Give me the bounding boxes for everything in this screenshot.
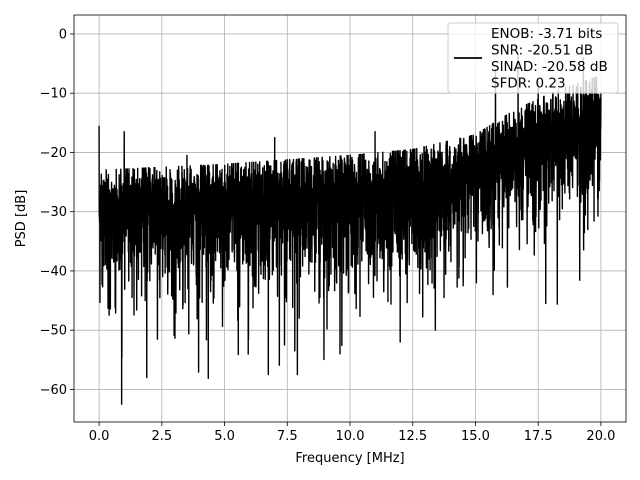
x-tick-label: 5.0 — [214, 429, 235, 444]
y-tick-label: −30 — [40, 205, 67, 220]
legend-line-2: SNR: -20.51 dB — [491, 43, 593, 59]
x-axis-label: Frequency [MHz] — [295, 451, 404, 466]
legend-line-3: SINAD: -20.58 dB — [491, 59, 608, 75]
psd-series-line — [98, 52, 602, 405]
y-tick-label: −10 — [40, 87, 67, 102]
x-tick-label: 0.0 — [89, 429, 110, 444]
legend-line-4: SFDR: 0.23 — [491, 76, 566, 92]
legend: ENOB: -3.71 bits SNR: -20.51 dB SINAD: -20… — [447, 22, 619, 94]
legend-line-1: ENOB: -3.71 bits — [491, 26, 602, 42]
x-tick-label: 2.5 — [151, 429, 172, 444]
plot-area — [98, 52, 602, 405]
y-tick-label: −40 — [40, 264, 67, 279]
x-tick-label: 15.0 — [461, 429, 490, 444]
legend-box — [447, 22, 619, 94]
y-axis-label: PSD [dB] — [14, 190, 29, 248]
y-tick-label: −20 — [40, 146, 67, 161]
x-tick-label: 12.5 — [398, 429, 427, 444]
y-tick-label: −50 — [40, 324, 67, 339]
x-tick-label: 20.0 — [586, 429, 615, 444]
x-tick-label: 7.5 — [277, 429, 298, 444]
ticks: 0.0 2.5 5.0 7.5 10.0 12.5 15.0 17.5 20.0 0 −10 −20 −… — [40, 27, 616, 444]
x-tick-label: 10.0 — [336, 429, 365, 444]
y-tick-label: −60 — [40, 383, 67, 398]
legend-label: ENOB: -3.71 bits SNR: -20.51 dB SINAD: -20… — [491, 26, 608, 92]
x-tick-label: 17.5 — [524, 429, 553, 444]
y-tick-label: 0 — [59, 27, 67, 42]
